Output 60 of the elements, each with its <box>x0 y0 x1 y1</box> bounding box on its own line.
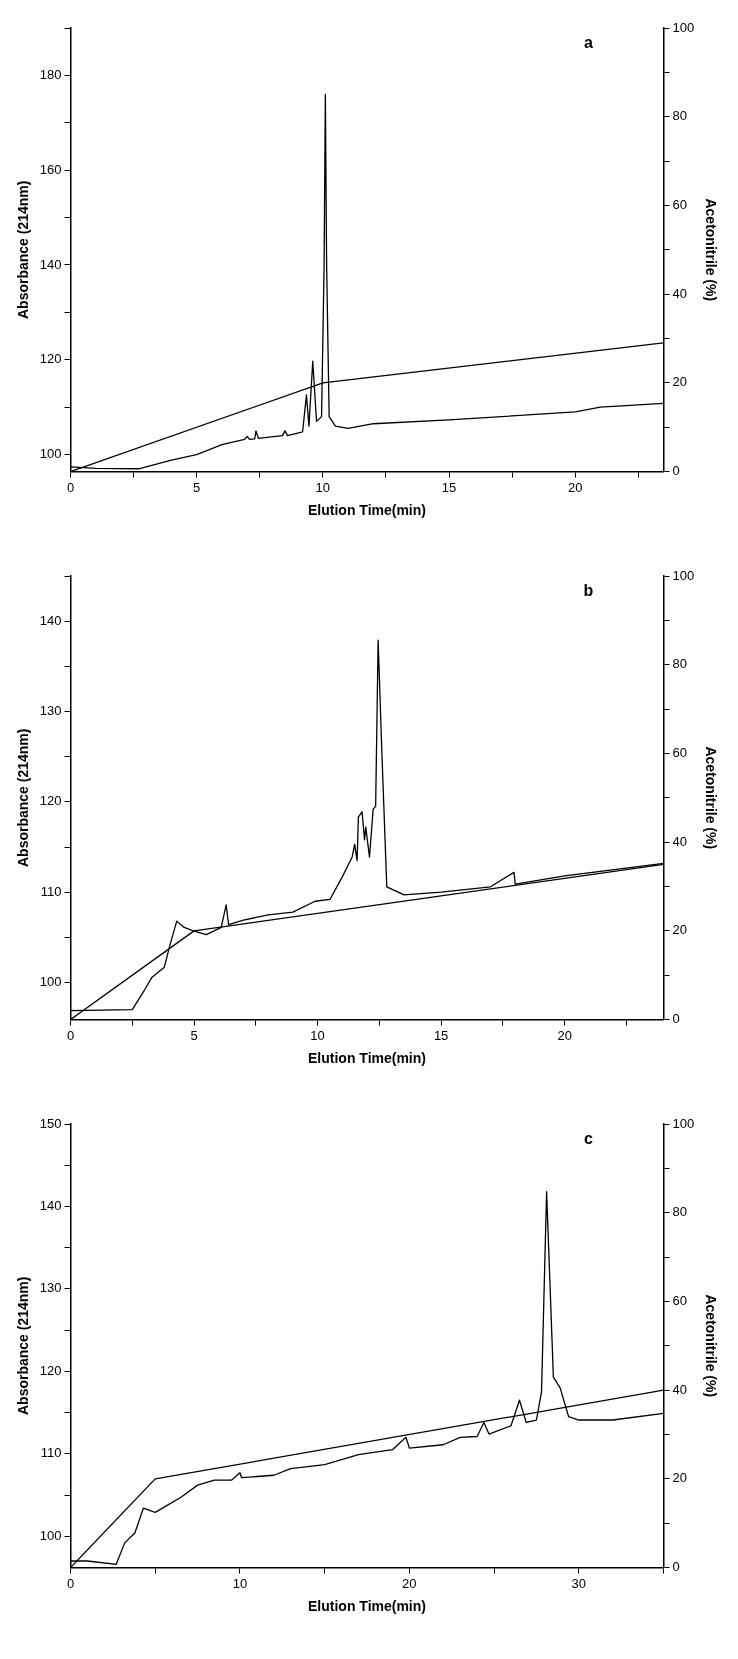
y2-tick-label: 100 <box>672 1115 695 1131</box>
x-tick-label: 0 <box>66 479 75 495</box>
x-axis-title: Elution Time(min) <box>308 502 426 519</box>
x-tick-label: 0 <box>66 1027 75 1043</box>
y-tick-label: 110 <box>40 1445 62 1461</box>
y2-tick-label: 20 <box>672 1470 687 1486</box>
y-tick-label: 100 <box>39 446 62 462</box>
x-tick-label: 10 <box>310 1027 325 1043</box>
y-tick-label: 140 <box>39 256 62 272</box>
y-tick-label: 130 <box>39 1280 62 1296</box>
x-tick-label: 10 <box>315 479 331 495</box>
y-axis-title: Absorbance (214nm) <box>15 1276 32 1416</box>
x-tick-label: 10 <box>232 1575 248 1591</box>
x-tick-label: 20 <box>557 1027 572 1043</box>
y2-tick-label: 100 <box>672 567 695 583</box>
x-axis-title: Elution Time(min) <box>308 1598 426 1615</box>
y-tick-label: 100 <box>39 1527 62 1543</box>
x-tick-label: 5 <box>190 1027 198 1043</box>
y-tick-label: 150 <box>39 1115 62 1131</box>
y2-tick-label: 40 <box>672 1381 687 1397</box>
x-axis-title: Elution Time(min) <box>308 1050 426 1067</box>
y-tick-label: 120 <box>39 1362 62 1378</box>
y2-tick-label: 80 <box>672 656 687 672</box>
y2-tick-label: 80 <box>672 108 687 124</box>
y-tick-label: 180 <box>39 66 62 82</box>
y2-tick-label: 40 <box>672 285 687 301</box>
x-tick-label: 5 <box>193 479 201 495</box>
annotation: c <box>584 1130 594 1148</box>
annotation: a <box>584 34 594 52</box>
y2-tick-label: 0 <box>672 1011 680 1027</box>
x-tick-label: 15 <box>433 1027 449 1043</box>
y-axis-title: Absorbance (214nm) <box>15 180 32 320</box>
y-tick-label: 140 <box>39 1198 62 1214</box>
x-tick-label: 30 <box>571 1575 587 1591</box>
y2-tick-label: 80 <box>672 1204 687 1220</box>
y2-axis-title: Acetonitrile (%) <box>702 1294 719 1398</box>
y2-axis-title: Acetonitrile (%) <box>702 746 719 850</box>
y-tick-label: 140 <box>39 612 62 628</box>
y2-tick-label: 0 <box>672 1559 680 1575</box>
y2-tick-label: 20 <box>672 922 687 938</box>
y2-tick-label: 0 <box>672 463 680 479</box>
y-tick-label: 110 <box>40 883 62 899</box>
y2-tick-label: 60 <box>672 1293 687 1309</box>
y2-tick-label: 60 <box>672 197 687 213</box>
y-tick-label: 120 <box>39 351 62 367</box>
y2-axis-title: Acetonitrile (%) <box>702 198 719 302</box>
y-tick-label: 160 <box>39 161 62 177</box>
y-tick-label: 100 <box>39 974 62 990</box>
x-tick-label: 20 <box>402 1575 417 1591</box>
x-tick-label: 0 <box>66 1575 75 1591</box>
y2-tick-label: 60 <box>672 745 687 761</box>
y2-tick-label: 20 <box>672 374 687 390</box>
y-axis-title: Absorbance (214nm) <box>15 728 32 868</box>
y-tick-label: 120 <box>39 793 62 809</box>
y2-tick-label: 100 <box>672 19 695 35</box>
y2-tick-label: 40 <box>672 833 687 849</box>
y-tick-label: 130 <box>39 703 62 719</box>
annotation: b <box>583 582 594 600</box>
x-tick-label: 15 <box>441 479 457 495</box>
x-tick-label: 20 <box>567 479 583 495</box>
